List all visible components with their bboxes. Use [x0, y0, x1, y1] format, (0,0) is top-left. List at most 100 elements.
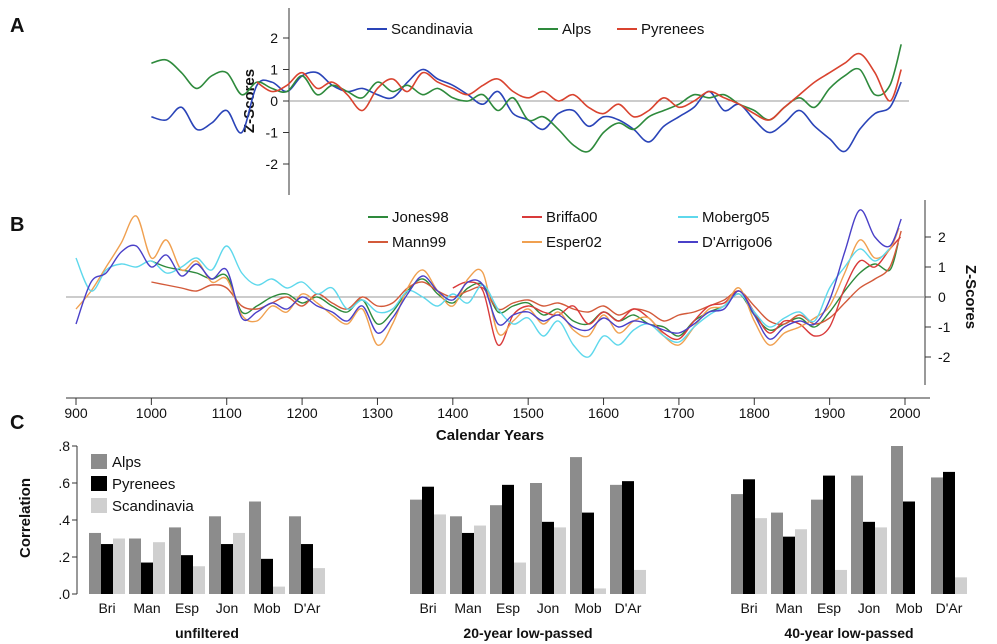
panel-c-bar: [410, 499, 422, 594]
panel-c-bar: [450, 516, 462, 594]
panel-a-ytick-label: 0: [270, 93, 278, 109]
panel-c-legend-label: Pyrenees: [112, 476, 175, 493]
panel-c-bar: [835, 569, 847, 594]
panel-a-ytick-label: -1: [266, 125, 279, 141]
panel-c-group-title: unfiltered: [175, 625, 239, 641]
panel-c-chart: Correlation .0 .2 .4 .6 .8 Bri Man Esp Jon Mob D'A…: [17, 438, 967, 641]
panel-c-category-label: Esp: [496, 600, 520, 616]
panel-b-legend-label: D'Arrigo06: [702, 234, 772, 251]
panel-c-legend-swatch: [91, 498, 107, 513]
panel-c-bar: [141, 562, 153, 594]
panel-b-ylabel: Z-Scores: [962, 265, 979, 329]
panel-b-ytick-label: 0: [938, 289, 946, 305]
panel-c-bar: [731, 494, 743, 594]
panel-c-bar: [743, 479, 755, 594]
panel-c-category-label: Mob: [895, 600, 922, 616]
panel-c-category-label: Jon: [537, 600, 560, 616]
panel-a-legend-label: Alps: [562, 21, 591, 38]
panel-c-bar: [634, 569, 646, 594]
panel-c-category-label: Esp: [175, 600, 199, 616]
panel-c-category-label: D'Ar: [615, 600, 642, 616]
panel-c-bar: [233, 532, 245, 594]
panel-c-ytick-label: .8: [58, 438, 70, 454]
panel-a-ytick-label: -2: [266, 156, 279, 172]
panel-letter-c: C: [10, 412, 24, 434]
panel-b-legend-label: Mann99: [392, 234, 446, 251]
panel-c-bar: [422, 486, 434, 594]
panel-c-bar: [943, 471, 955, 594]
panel-c-bar: [931, 477, 943, 594]
panel-c-bar: [273, 586, 285, 594]
panel-a-ytick-label: 1: [270, 62, 278, 78]
panel-c-bar: [209, 516, 221, 594]
panel-c-bar: [570, 457, 582, 594]
panel-c-bar: [249, 501, 261, 594]
panel-b-series-line: [151, 242, 899, 337]
panel-c-group-title: 40-year low-passed: [784, 625, 913, 641]
panel-c-bar: [462, 532, 474, 594]
panel-letter-b: B: [10, 214, 24, 236]
panel-c-ylabel: Correlation: [17, 478, 34, 558]
panel-b-legend-label: Jones98: [392, 209, 449, 226]
panel-c-bar: [875, 527, 887, 594]
panel-c-category-label: D'Ar: [936, 600, 963, 616]
panel-b-ytick-label: -1: [938, 319, 951, 335]
panel-c-bar: [823, 475, 835, 594]
panel-c-bar: [502, 484, 514, 594]
panel-c-category-label: Man: [775, 600, 802, 616]
panel-a-legend-label: Pyrenees: [641, 21, 704, 38]
panel-letter-a: A: [10, 15, 24, 37]
panel-c-category-label: Jon: [858, 600, 881, 616]
panel-b-xlabel: Calendar Years: [436, 427, 544, 444]
panel-c-bar: [863, 521, 875, 594]
panel-c-category-label: Man: [454, 600, 481, 616]
panel-c-bar: [169, 527, 181, 594]
panel-c-bar: [153, 542, 165, 594]
panel-c-bar: [313, 568, 325, 594]
panel-c-bar: [530, 483, 542, 594]
panel-c-bar: [101, 544, 113, 594]
panel-b-legend-label: Esper02: [546, 234, 602, 251]
panel-b-xtick-label: 1700: [663, 405, 694, 421]
panel-c-bar: [771, 512, 783, 594]
panel-b-chart: Z-Scores Calendar Years 2 1 0 -1 -2 900 1000 11…: [64, 200, 979, 444]
panel-b-xtick-label: 1800: [739, 405, 770, 421]
panel-c-ytick-label: .2: [58, 549, 70, 565]
panel-c-bar: [221, 544, 233, 594]
panel-b-xtick-label: 1600: [588, 405, 619, 421]
panel-b-xtick-label: 1300: [362, 405, 393, 421]
panel-c-bar: [514, 562, 526, 594]
panel-c-bar: [582, 512, 594, 594]
panel-c-bar: [129, 538, 141, 594]
panel-a-legend-label: Scandinavia: [391, 21, 473, 38]
panel-b-xtick-label: 1500: [513, 405, 544, 421]
panel-c-ytick-label: .6: [58, 475, 70, 491]
panel-b-series-line: [75, 215, 900, 346]
panel-c-legend-label: Alps: [112, 454, 141, 471]
panel-c-category-label: Bri: [740, 600, 757, 616]
panel-b-xtick-label: 900: [64, 405, 88, 421]
panel-b-series-line: [452, 236, 902, 346]
panel-c-bar: [903, 501, 915, 594]
panel-b-xtick-label: 1900: [814, 405, 845, 421]
panel-c-category-label: Man: [133, 600, 160, 616]
panel-c-category-label: Mob: [574, 600, 601, 616]
panel-c-bar: [113, 538, 125, 594]
panel-c-bar: [181, 555, 193, 594]
panel-c-bar: [622, 481, 634, 594]
panel-c-bar: [795, 529, 807, 594]
panel-b-ytick-label: 2: [938, 229, 946, 245]
panel-b-ytick-label: 1: [938, 259, 946, 275]
panel-c-bar: [542, 521, 554, 594]
panel-b-xtick-label: 1400: [437, 405, 468, 421]
panel-c-bar: [490, 505, 502, 594]
panel-c-legend-swatch: [91, 454, 107, 469]
panel-a-series-line: [256, 52, 902, 121]
panel-c-category-label: Esp: [817, 600, 841, 616]
panel-b-ytick-label: -2: [938, 349, 951, 365]
panel-c-bar: [554, 527, 566, 594]
panel-c-bar: [755, 518, 767, 594]
panel-a-chart: Z-Scores 2 1 0 -1 -2 Scandinavia Alps Pyrenees: [151, 8, 909, 195]
panel-b-xtick-label: 2000: [889, 405, 920, 421]
